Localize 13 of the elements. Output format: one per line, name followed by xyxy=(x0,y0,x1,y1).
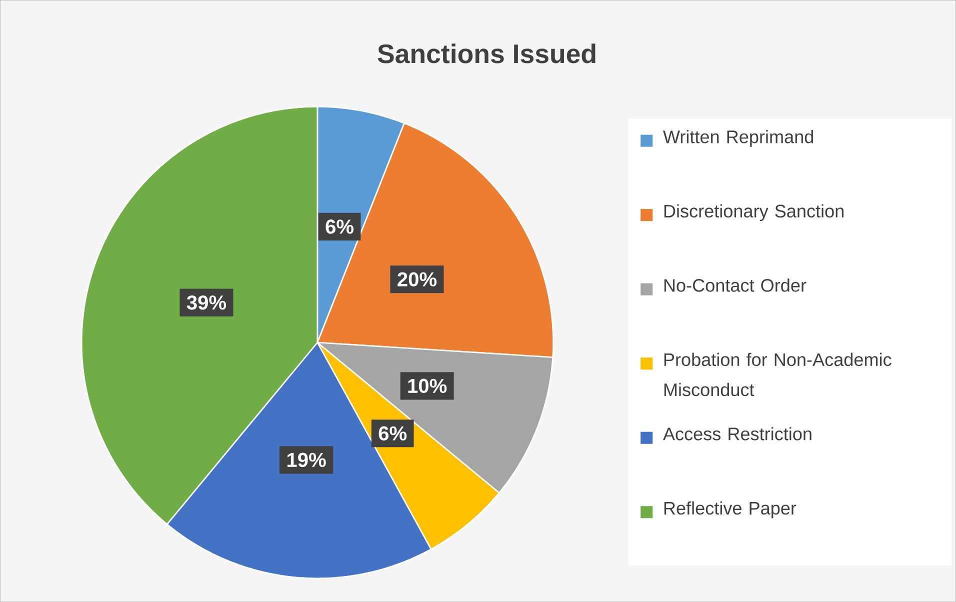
legend-label: No-Contact Order xyxy=(664,278,806,292)
legend-label: Access Restriction xyxy=(662,427,812,440)
data-label: 39% xyxy=(186,296,226,310)
data-label: 20% xyxy=(398,272,437,287)
data-label: 19% xyxy=(288,452,326,468)
chart-title: Sanctions Issued xyxy=(378,44,596,64)
legend-label: Discretionary Sanction xyxy=(664,204,844,222)
data-label: 6% xyxy=(326,220,354,234)
legend-label: Reflective Paper xyxy=(664,501,796,518)
data-label: 6% xyxy=(378,426,407,441)
legend-label: Written Reprimand xyxy=(663,130,814,147)
legend-label: Probation for Non-Academic Misconduct xyxy=(664,352,892,396)
data-label: 10% xyxy=(408,378,447,394)
